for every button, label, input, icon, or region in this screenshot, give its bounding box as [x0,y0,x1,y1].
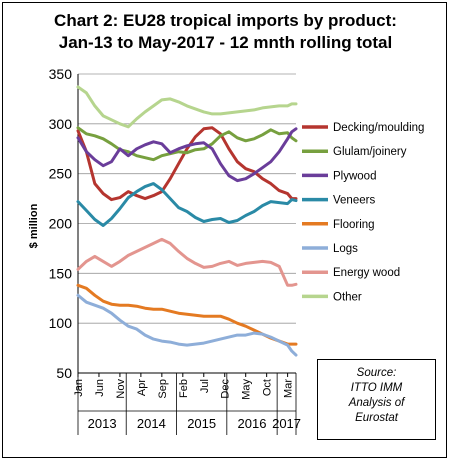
series-line-energy-wood [76,237,298,287]
legend-label-veneers: Veneers [333,195,375,207]
chart-title-line2: Jan-13 to May-2017 - 12 mnth rolling tot… [58,33,393,52]
axes [77,74,296,374]
y-tick-200: 200 [49,216,73,232]
series-line-decking-moulding [76,126,298,202]
x-tick-nov: Nov [115,379,127,399]
source-line-3: Analysis of [348,397,405,409]
series-line-veneers [76,182,298,227]
source-line-2: ITTO IMM [350,382,403,394]
series-line-logs [76,293,298,357]
series-line-other [76,85,298,129]
year-label-2013: 2013 [88,416,117,431]
legend-label-flooring: Flooring [333,219,375,231]
source-box: Source: ITTO IMM Analysis of Eurostat [317,359,436,440]
legend-label-energy-wood: Energy wood [333,267,400,279]
y-tick-50: 50 [56,365,72,381]
year-label-2017: 2017 [272,416,301,431]
series-line-glulam-joinery [76,126,298,162]
legend-label-other: Other [333,291,362,303]
y-axis-label: $ million [28,203,40,248]
y-tick-100: 100 [49,315,73,331]
year-label-2015: 2015 [187,416,216,431]
legend-label-logs: Logs [333,243,358,255]
x-tick-labels: Jan Jun Nov Apr Sep Feb Jul Dec May Oct Mar [73,373,295,400]
x-tick-jan: Jan [73,379,85,397]
x-tick-mar: Mar [283,379,295,398]
chart-title-line1: Chart 2: EU28 tropical imports by produc… [54,11,397,30]
x-tick-feb: Feb [178,379,190,398]
y-tick-250: 250 [49,166,73,182]
x-tick-oct: Oct [262,379,274,396]
x-tick-apr: Apr [136,379,148,396]
x-tick-jul: Jul [199,379,211,393]
chart-title: Chart 2: EU28 tropical imports by produc… [0,10,451,54]
x-tick-dec: Dec [220,379,232,399]
x-tick-sep: Sep [157,379,169,399]
year-labels: 2013 2014 2015 2016 2017 [77,373,301,435]
source-line-1: Source: [356,367,397,379]
year-label-2014: 2014 [137,416,166,431]
x-tick-jun: Jun [94,379,106,397]
legend: Decking/moulding Glulam/joinery Plywood Ven… [302,122,424,303]
y-tick-350: 350 [49,66,73,82]
legend-label-glulam-joinery: Glulam/joinery [333,146,407,158]
legend-label-decking-moulding: Decking/moulding [333,122,424,134]
y-tick-labels: 50 100 150 200 250 300 350 [49,66,73,381]
y-tick-300: 300 [49,116,73,132]
series-lines [76,85,298,357]
source-line-4: Eurostat [355,412,398,424]
year-label-2016: 2016 [238,416,267,431]
series-line-plywood [76,127,298,183]
y-tick-150: 150 [49,265,73,281]
x-tick-may: May [241,379,253,400]
legend-label-plywood: Plywood [333,170,376,182]
